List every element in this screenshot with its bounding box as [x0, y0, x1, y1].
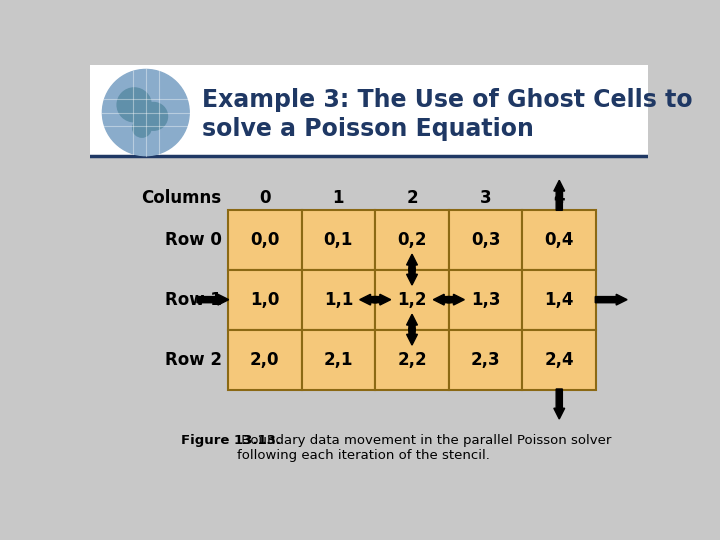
Text: solve a Poisson Equation: solve a Poisson Equation [202, 117, 534, 141]
FancyArrow shape [197, 294, 229, 305]
Circle shape [132, 119, 151, 137]
Text: 2,4: 2,4 [544, 350, 574, 369]
Circle shape [117, 88, 151, 122]
Text: 1,1: 1,1 [324, 291, 353, 309]
Circle shape [102, 70, 189, 156]
Bar [375, 330, 449, 390]
Bar [375, 269, 449, 330]
Text: Row 0: Row 0 [165, 231, 222, 248]
Bar [449, 330, 523, 390]
FancyArrow shape [374, 294, 391, 305]
Text: 2,2: 2,2 [397, 350, 427, 369]
Bar [375, 210, 449, 269]
Bar [302, 330, 375, 390]
Bar [523, 330, 596, 390]
Text: 4: 4 [554, 189, 565, 207]
FancyArrow shape [407, 268, 418, 285]
FancyArrow shape [447, 294, 464, 305]
Text: 1: 1 [333, 189, 344, 207]
FancyArrow shape [407, 254, 418, 271]
Text: 2,1: 2,1 [323, 350, 353, 369]
Bar [523, 210, 596, 269]
Bar [523, 269, 596, 330]
Bar [449, 269, 523, 330]
Text: 0,2: 0,2 [397, 231, 427, 248]
FancyArrow shape [554, 389, 564, 419]
Text: 1,2: 1,2 [397, 291, 427, 309]
Text: 1,3: 1,3 [471, 291, 500, 309]
Bar [302, 210, 375, 269]
FancyArrow shape [595, 294, 627, 305]
Text: 0,3: 0,3 [471, 231, 500, 248]
Text: 1,4: 1,4 [544, 291, 574, 309]
Text: Row 2: Row 2 [165, 350, 222, 369]
Text: 3: 3 [480, 189, 492, 207]
FancyArrow shape [554, 180, 564, 211]
Bar [228, 269, 302, 330]
FancyArrow shape [360, 294, 377, 305]
Text: 2,0: 2,0 [250, 350, 279, 369]
Text: Figure 13.13.: Figure 13.13. [181, 434, 282, 448]
Bar [228, 330, 302, 390]
Text: Boundary data movement in the parallel Poisson solver
following each iteration o: Boundary data movement in the parallel P… [238, 434, 611, 462]
Text: Columns: Columns [142, 189, 222, 207]
FancyBboxPatch shape [90, 65, 648, 156]
Text: 0,4: 0,4 [544, 231, 574, 248]
Text: 1,0: 1,0 [250, 291, 279, 309]
FancyArrow shape [433, 294, 451, 305]
Bar [302, 269, 375, 330]
Text: 2: 2 [406, 189, 418, 207]
Text: 2,3: 2,3 [471, 350, 500, 369]
Text: 0,0: 0,0 [250, 231, 279, 248]
Circle shape [140, 103, 168, 130]
Text: Example 3: The Use of Ghost Cells to: Example 3: The Use of Ghost Cells to [202, 88, 693, 112]
Bar [449, 210, 523, 269]
FancyArrow shape [407, 314, 418, 331]
FancyArrow shape [407, 328, 418, 345]
Text: 0,1: 0,1 [324, 231, 353, 248]
Bar [228, 210, 302, 269]
Text: 0: 0 [259, 189, 271, 207]
Text: Row 1: Row 1 [165, 291, 222, 309]
